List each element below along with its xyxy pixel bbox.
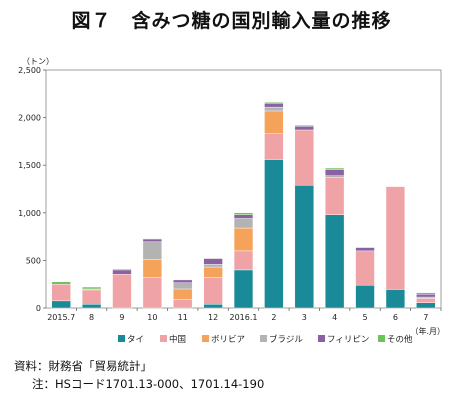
- x-tick-label: 8: [89, 313, 94, 322]
- bar-segment: [142, 238, 162, 243]
- bar-segment: [416, 298, 436, 303]
- x-tick-label: 9: [119, 313, 124, 322]
- y-axis-label: （トン）: [22, 57, 54, 66]
- legend-swatch: [378, 335, 385, 342]
- y-tick-label: 2,500: [18, 66, 41, 75]
- bar-segment: [233, 269, 254, 309]
- x-tick-label: 5: [362, 313, 367, 322]
- bar-segment: [51, 300, 71, 309]
- bar-segment: [142, 259, 162, 278]
- x-tick-label: 2015.7: [47, 313, 75, 322]
- bar-segment: [264, 133, 284, 160]
- legend-label: ブラジル: [269, 334, 303, 345]
- bar-segment: [233, 218, 254, 229]
- bar-segment: [355, 250, 375, 286]
- bar-segment: [416, 292, 436, 295]
- source-text: 資料：財務省「貿易統計」: [14, 359, 152, 373]
- bar-segment: [173, 282, 193, 290]
- bar-segment: [81, 286, 102, 290]
- x-tick-label: 4: [332, 313, 337, 322]
- bar-segment: [264, 102, 284, 104]
- bar-segment: [264, 106, 284, 112]
- legend-label: フィリピン: [327, 335, 369, 345]
- y-tick-label: 1,500: [18, 161, 41, 170]
- bar-segment: [203, 266, 223, 278]
- bar-segment: [325, 175, 345, 178]
- note-text: 注：HSコード1701.13-000、1701.14-190: [32, 377, 265, 391]
- bar-segment: [81, 303, 102, 309]
- legend-label: ボリビア: [211, 335, 245, 345]
- bar-segment: [51, 281, 71, 285]
- bar-segment: [173, 288, 193, 300]
- bar-segment: [173, 299, 193, 309]
- x-tick-label: 12: [208, 313, 218, 322]
- bar-segment: [203, 277, 223, 305]
- legend-label: その他: [387, 334, 413, 345]
- chart-legend: タイ 中国 ボリビア ブラジル フィリピン その他: [118, 334, 413, 345]
- bar-segment: [264, 110, 284, 134]
- bar-segment: [325, 214, 345, 309]
- bar-segment: [325, 169, 345, 176]
- bar-segment: [355, 247, 375, 252]
- bar-segment: [203, 303, 223, 309]
- x-tick-label: 7: [423, 313, 428, 322]
- bar-segment: [233, 212, 254, 215]
- legend-swatch: [260, 335, 267, 342]
- bar-segment: [385, 289, 406, 309]
- x-tick-label: 2016.1: [230, 313, 258, 322]
- bar-segment: [416, 296, 436, 299]
- bar-segment: [294, 184, 314, 309]
- bar-segment: [112, 274, 132, 309]
- bar-segment: [142, 277, 162, 309]
- bar-segment: [264, 103, 284, 108]
- bar-segment: [294, 125, 314, 127]
- y-tick-label: 0: [36, 304, 41, 313]
- bar-segment: [81, 289, 102, 305]
- bar-segment: [325, 167, 345, 170]
- bar-segment: [112, 268, 132, 271]
- bar-segment: [385, 186, 406, 290]
- bar-segment: [51, 284, 71, 302]
- x-tick-label: 2: [271, 313, 276, 322]
- bar-segment: [294, 129, 314, 186]
- bar-segment: [173, 279, 193, 283]
- legend-swatch: [118, 335, 125, 342]
- y-tick-label: 500: [26, 256, 41, 265]
- legend-label: 中国: [169, 334, 186, 345]
- bar-segment: [112, 269, 132, 275]
- legend-swatch: [160, 335, 167, 342]
- chart-axes: 0 500 1,000 1,500 2,000 2,500（トン） 2015.7 8 9 10 11…: [18, 57, 445, 336]
- y-tick-label: 2,000: [18, 114, 41, 123]
- x-tick-label: 6: [393, 313, 398, 322]
- bar-segment: [294, 125, 314, 131]
- legend-swatch: [318, 335, 325, 342]
- x-tick-label: 10: [147, 313, 157, 322]
- legend-label: タイ: [127, 335, 144, 345]
- bar-segment: [233, 227, 254, 252]
- chart-bars: [51, 102, 436, 309]
- bar-segment: [325, 177, 345, 215]
- bar-segment: [264, 159, 284, 309]
- bar-segment: [233, 250, 254, 271]
- bar-segment: [142, 241, 162, 260]
- y-tick-label: 1,000: [18, 209, 41, 218]
- bar-segment: [203, 258, 223, 265]
- chart-title: 図７ 含みつ糖の国別輸入量の推移: [71, 10, 392, 32]
- x-tick-label: 3: [302, 313, 307, 322]
- bar-segment: [416, 293, 436, 298]
- x-axis-label: （年.月）: [410, 326, 445, 336]
- x-tick-label: 11: [178, 313, 188, 322]
- bar-segment: [233, 214, 254, 219]
- bar-segment: [355, 284, 375, 309]
- bar-segment: [203, 264, 223, 268]
- bar-segment: [416, 302, 436, 309]
- legend-swatch: [202, 335, 209, 342]
